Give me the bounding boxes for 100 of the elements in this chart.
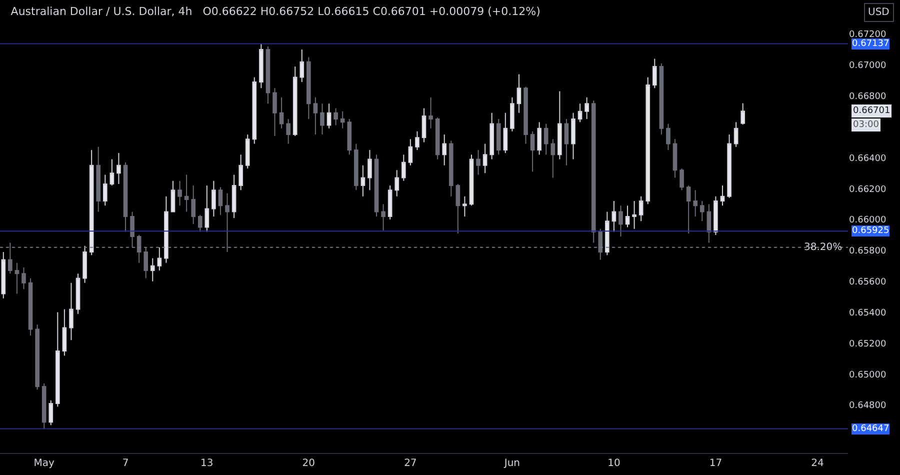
candlestick <box>279 96 284 129</box>
candlestick <box>598 228 603 260</box>
candlestick <box>374 154 379 217</box>
candlestick <box>388 185 392 220</box>
candlestick <box>435 117 440 160</box>
candlestick <box>381 204 386 231</box>
candlestick <box>510 96 514 132</box>
y-tick-label: 0.67000 <box>849 61 886 72</box>
candlestick <box>368 149 372 191</box>
candlestick <box>476 149 480 176</box>
candlestick <box>245 134 250 170</box>
candlestick <box>102 174 108 206</box>
x-tick-label: 7 <box>122 458 129 469</box>
candlestick <box>334 108 338 126</box>
candlestick <box>8 242 12 274</box>
candlestick <box>191 185 196 225</box>
ref-line-label: 0.64647 <box>852 424 890 434</box>
candlestick <box>490 112 494 160</box>
y-tick-label: 0.65400 <box>849 308 886 318</box>
candlestick <box>693 190 698 217</box>
candlestick <box>360 164 366 197</box>
candlestick <box>62 308 67 356</box>
candlestick <box>415 130 420 150</box>
candlestick <box>740 102 746 125</box>
candlestick <box>252 76 257 144</box>
candlestick <box>184 174 189 212</box>
candlestick <box>42 382 46 430</box>
candlestick <box>680 168 684 191</box>
candlestick <box>300 48 304 82</box>
candlestick <box>164 196 168 264</box>
candlestick <box>503 112 508 154</box>
ref-line-label: 0.67137 <box>852 39 890 49</box>
candlestick <box>1 252 6 299</box>
candlestick <box>428 96 433 129</box>
candlestick <box>524 86 528 144</box>
x-tick-label: 27 <box>404 458 417 469</box>
candlestick <box>666 123 670 150</box>
y-tick-label: 0.66800 <box>849 92 886 102</box>
candlestick <box>130 211 134 248</box>
candlestick <box>550 138 556 178</box>
candlestick <box>144 246 148 279</box>
candlestick <box>313 96 318 136</box>
y-tick-label: 0.65600 <box>849 278 886 288</box>
candlestick <box>22 266 26 290</box>
candlestick <box>422 108 426 143</box>
x-tick-label: 17 <box>709 458 722 469</box>
candlestick <box>442 134 447 166</box>
candlestick <box>48 400 54 426</box>
y-tick-label: 0.66200 <box>849 184 886 195</box>
candlestick <box>110 158 114 186</box>
candlestick <box>652 58 657 89</box>
y-tick-label: 0.66400 <box>849 154 886 164</box>
candlestick <box>212 180 216 217</box>
candlestick <box>469 154 474 206</box>
candlestick <box>612 200 616 232</box>
x-tick-label: Jun <box>503 458 520 469</box>
candlestick <box>659 62 664 136</box>
candlestick <box>638 196 644 222</box>
candlestick <box>198 214 202 232</box>
candlestick <box>558 90 562 160</box>
candlestick <box>170 180 176 212</box>
candlestick <box>69 282 74 341</box>
candlestick <box>238 154 243 191</box>
candlestick <box>448 140 454 197</box>
annotation: 38.20% <box>804 242 842 253</box>
candlestick <box>646 76 650 205</box>
candlestick <box>537 122 542 156</box>
y-tick-label: 0.65200 <box>849 339 886 350</box>
candlestick <box>401 154 406 182</box>
text: 03:00 <box>853 120 880 130</box>
candlestick <box>394 170 400 197</box>
candlestick <box>266 46 270 104</box>
text: 0.66701 <box>853 106 890 116</box>
candlestick <box>347 118 352 156</box>
candlestick <box>706 204 712 244</box>
candlestick <box>516 74 522 114</box>
candlestick <box>672 138 678 178</box>
candlestick <box>14 262 20 294</box>
candlestick <box>686 185 691 234</box>
y-tick-label: 0.64800 <box>849 401 886 412</box>
x-tick-label: 10 <box>608 458 620 469</box>
candlestick <box>116 152 121 184</box>
candlestick <box>700 200 704 222</box>
candlestick <box>482 143 488 174</box>
candlestick <box>354 143 358 191</box>
candlestick <box>326 103 332 129</box>
y-tick-label: 0.67200 <box>849 30 886 40</box>
chart-title: Australian Dollar / U.S. Dollar, 4h O0.66622 H0.66752 L0.66615 C0.66701 +0.00079 (+0.12%) <box>10 4 540 18</box>
candlestick <box>286 118 290 144</box>
candlestick <box>178 180 182 206</box>
candlestick <box>136 234 142 264</box>
candlestick <box>259 43 264 89</box>
candlestick <box>218 186 223 216</box>
x-tick-label: May <box>34 458 55 469</box>
y-tick-label: 0.65000 <box>849 370 886 380</box>
candlestick <box>56 312 60 408</box>
candlestick <box>571 112 576 160</box>
candlestick <box>408 138 413 166</box>
y-tick-label: 0.66000 <box>849 216 886 226</box>
x-tick-label: 24 <box>811 458 824 469</box>
